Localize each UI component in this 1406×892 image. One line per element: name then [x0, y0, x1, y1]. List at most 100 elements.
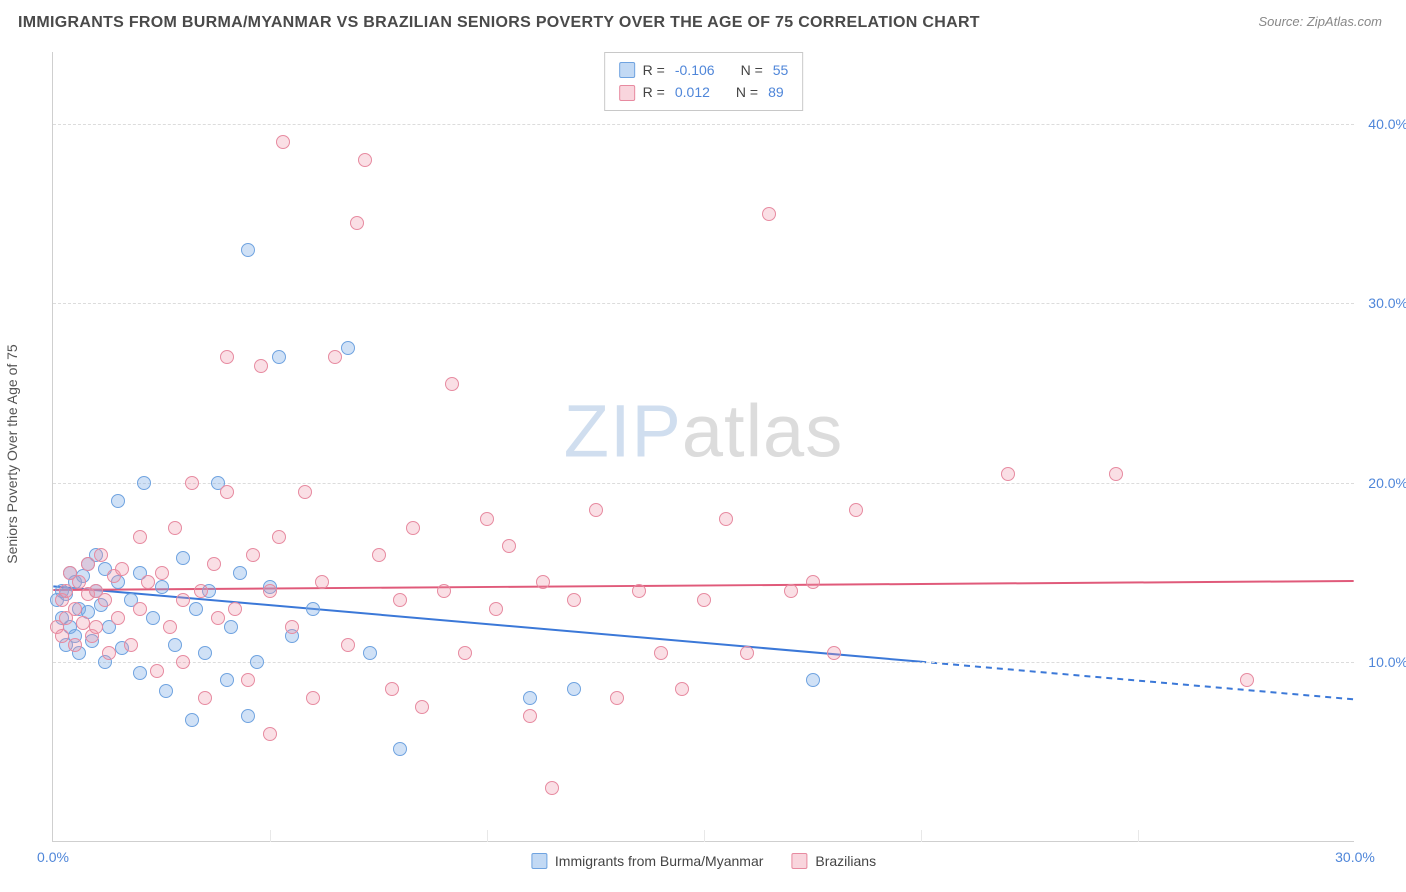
n-label: N =	[736, 81, 758, 103]
data-point-blue	[567, 682, 581, 696]
data-point-pink	[220, 485, 234, 499]
data-point-pink	[480, 512, 494, 526]
data-point-blue	[168, 638, 182, 652]
data-point-pink	[306, 691, 320, 705]
legend-row-pink: R = 0.012 N = 89	[619, 81, 789, 103]
data-point-pink	[315, 575, 329, 589]
data-point-pink	[1001, 467, 1015, 481]
data-point-pink	[194, 584, 208, 598]
swatch-pink-icon	[791, 853, 807, 869]
data-point-pink	[406, 521, 420, 535]
data-point-pink	[589, 503, 603, 517]
data-point-pink	[502, 539, 516, 553]
data-point-pink	[133, 602, 147, 616]
data-point-pink	[94, 548, 108, 562]
data-point-pink	[81, 557, 95, 571]
swatch-pink-icon	[619, 85, 635, 101]
data-point-pink	[141, 575, 155, 589]
data-point-pink	[72, 575, 86, 589]
gridline-h	[53, 303, 1354, 304]
data-point-pink	[285, 620, 299, 634]
x-minor-tick	[921, 830, 922, 842]
watermark-zip: ZIP	[564, 389, 682, 472]
legend-row-blue: R = -0.106 N = 55	[619, 59, 789, 81]
data-point-pink	[762, 207, 776, 221]
data-point-blue	[137, 476, 151, 490]
data-point-pink	[246, 548, 260, 562]
r-value-blue: -0.106	[675, 59, 715, 81]
y-tick-label: 10.0%	[1368, 654, 1406, 670]
legend-item-pink: Brazilians	[791, 853, 876, 869]
data-point-pink	[328, 350, 342, 364]
title-bar: IMMIGRANTS FROM BURMA/MYANMAR VS BRAZILI…	[0, 0, 1406, 40]
data-point-pink	[254, 359, 268, 373]
data-point-blue	[523, 691, 537, 705]
x-minor-tick	[270, 830, 271, 842]
data-point-pink	[523, 709, 537, 723]
data-point-blue	[198, 646, 212, 660]
data-point-pink	[719, 512, 733, 526]
legend-label-blue: Immigrants from Burma/Myanmar	[555, 853, 763, 869]
legend-label-pink: Brazilians	[815, 853, 876, 869]
y-axis-label: Seniors Poverty Over the Age of 75	[4, 344, 20, 563]
chart-title: IMMIGRANTS FROM BURMA/MYANMAR VS BRAZILI…	[18, 14, 980, 32]
data-point-pink	[610, 691, 624, 705]
y-tick-label: 20.0%	[1368, 475, 1406, 491]
trend-line-dashed-blue	[920, 662, 1353, 700]
x-minor-tick	[704, 830, 705, 842]
data-point-blue	[241, 709, 255, 723]
series-legend: Immigrants from Burma/Myanmar Brazilians	[531, 853, 876, 869]
data-point-pink	[415, 700, 429, 714]
data-point-pink	[124, 638, 138, 652]
data-point-pink	[1240, 673, 1254, 687]
data-point-blue	[185, 713, 199, 727]
data-point-pink	[207, 557, 221, 571]
data-point-pink	[632, 584, 646, 598]
gridline-h	[53, 483, 1354, 484]
data-point-pink	[102, 646, 116, 660]
data-point-blue	[272, 350, 286, 364]
data-point-blue	[806, 673, 820, 687]
data-point-pink	[350, 216, 364, 230]
data-point-pink	[298, 485, 312, 499]
data-point-pink	[155, 566, 169, 580]
data-point-pink	[385, 682, 399, 696]
data-point-pink	[220, 350, 234, 364]
data-point-pink	[133, 530, 147, 544]
data-point-pink	[59, 584, 73, 598]
legend-item-blue: Immigrants from Burma/Myanmar	[531, 853, 763, 869]
data-point-pink	[176, 655, 190, 669]
data-point-pink	[185, 476, 199, 490]
data-point-pink	[163, 620, 177, 634]
data-point-blue	[341, 341, 355, 355]
data-point-pink	[211, 611, 225, 625]
data-point-pink	[98, 593, 112, 607]
data-point-pink	[372, 548, 386, 562]
data-point-blue	[189, 602, 203, 616]
trend-line-pink	[53, 581, 1353, 590]
data-point-pink	[437, 584, 451, 598]
gridline-h	[53, 662, 1354, 663]
data-point-blue	[393, 742, 407, 756]
data-point-pink	[1109, 467, 1123, 481]
data-point-blue	[233, 566, 247, 580]
data-point-pink	[740, 646, 754, 660]
data-point-pink	[697, 593, 711, 607]
swatch-blue-icon	[619, 62, 635, 78]
data-point-pink	[489, 602, 503, 616]
r-label: R =	[643, 81, 665, 103]
data-point-pink	[358, 153, 372, 167]
data-point-pink	[68, 638, 82, 652]
data-point-pink	[784, 584, 798, 598]
data-point-pink	[849, 503, 863, 517]
data-point-blue	[363, 646, 377, 660]
x-minor-tick	[1138, 830, 1139, 842]
data-point-blue	[159, 684, 173, 698]
data-point-pink	[827, 646, 841, 660]
swatch-blue-icon	[531, 853, 547, 869]
r-label: R =	[643, 59, 665, 81]
data-point-blue	[241, 243, 255, 257]
data-point-pink	[76, 616, 90, 630]
r-value-pink: 0.012	[675, 81, 710, 103]
data-point-blue	[224, 620, 238, 634]
